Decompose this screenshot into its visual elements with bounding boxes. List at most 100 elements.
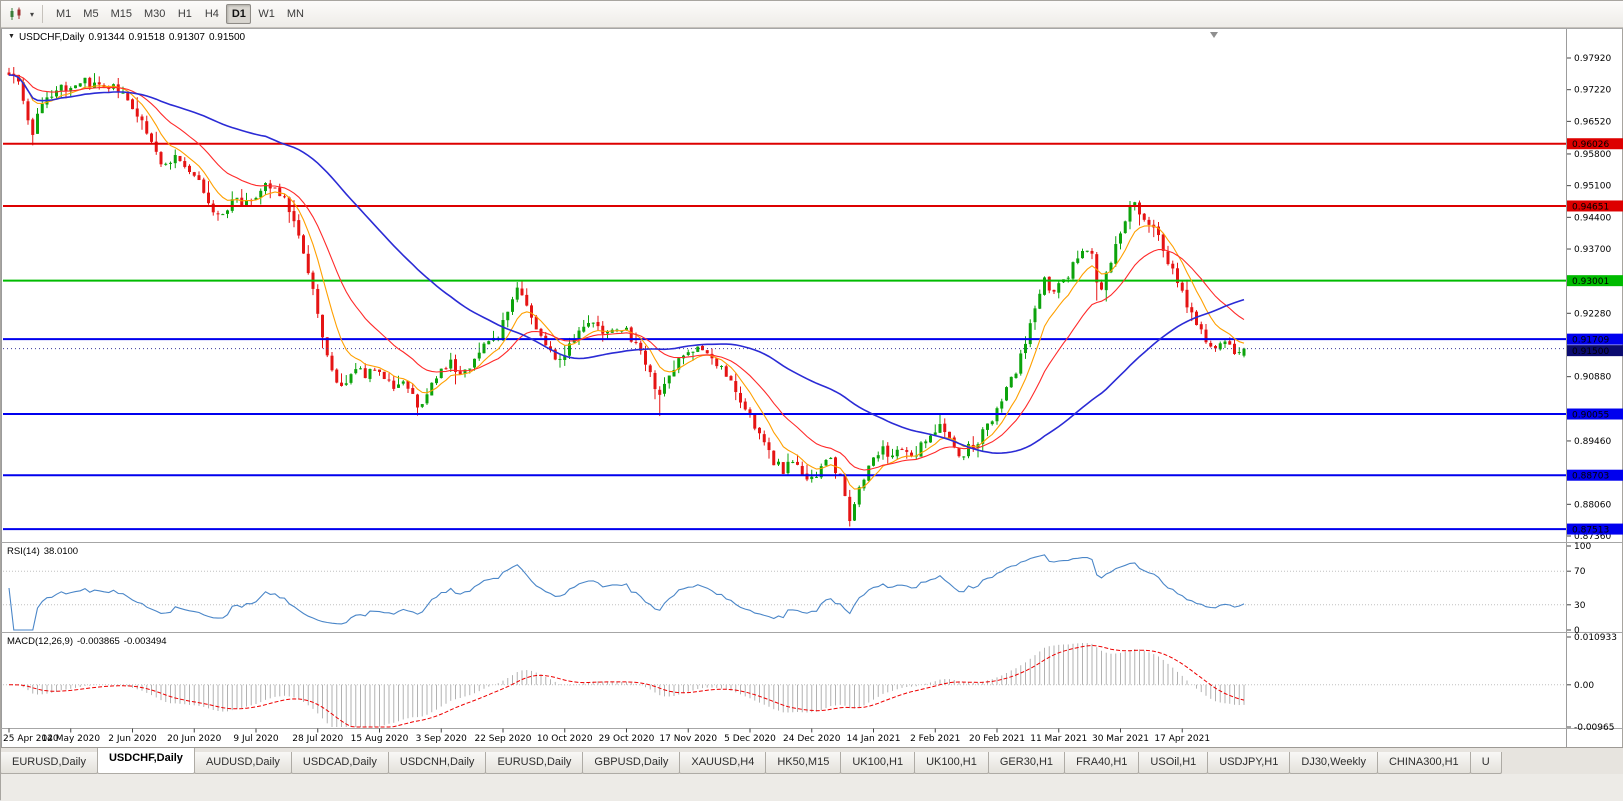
chart-tab-u[interactable]: U xyxy=(1469,752,1502,774)
rsi-line xyxy=(8,554,1245,631)
svg-text:0.96520: 0.96520 xyxy=(1574,117,1611,127)
chart-tab-dj30-weekly[interactable]: DJ30,Weekly xyxy=(1289,752,1378,774)
support-resistance-lines xyxy=(3,142,1566,531)
svg-text:15 Aug 2020: 15 Aug 2020 xyxy=(351,734,409,744)
svg-text:20 Feb 2021: 20 Feb 2021 xyxy=(969,734,1025,744)
chart-tab-hk50-m15[interactable]: HK50,M15 xyxy=(765,752,842,774)
chart-tab-usoil-h1[interactable]: USOil,H1 xyxy=(1138,752,1209,774)
chart-tab-bar: EURUSD,Daily USDCHF,Daily AUDUSD,Daily USDC… xyxy=(1,747,1623,774)
svg-text:2 Jun 2020: 2 Jun 2020 xyxy=(108,734,157,744)
chart-tab-xauusd-h4[interactable]: XAUUSD,H4 xyxy=(679,752,767,774)
svg-text:30: 30 xyxy=(1574,601,1586,611)
svg-text:28 Jul 2020: 28 Jul 2020 xyxy=(292,734,343,744)
svg-text:0.87513: 0.87513 xyxy=(1572,526,1609,536)
svg-text:0.00: 0.00 xyxy=(1574,681,1594,691)
svg-text:70: 70 xyxy=(1574,567,1586,577)
rsi-name: RSI(14) xyxy=(7,546,40,557)
ohlc-low-value: 0.91307 xyxy=(168,32,205,43)
chart-tab-ger30-h1[interactable]: GER30,H1 xyxy=(987,752,1066,774)
ma-slow-line xyxy=(8,74,1245,455)
chart-tab-usdchf-daily[interactable]: USDCHF,Daily xyxy=(96,748,195,774)
price-level-badge xyxy=(1567,469,1623,481)
svg-text:22 Sep 2020: 22 Sep 2020 xyxy=(474,734,531,744)
svg-text:0.94651: 0.94651 xyxy=(1572,202,1609,212)
timeframe-button-w1[interactable]: W1 xyxy=(258,8,275,20)
timeframe-button-m5[interactable]: M5 xyxy=(83,8,99,20)
price-level-badge xyxy=(1567,275,1623,287)
svg-text:-0.00965: -0.00965 xyxy=(1574,723,1614,733)
candlestick-chart-icon[interactable] xyxy=(6,5,26,23)
chart-tab-gbpusd-daily[interactable]: GBPUSD,Daily xyxy=(582,752,681,774)
chart-tab-china300-h1[interactable]: CHINA300,H1 xyxy=(1376,752,1471,774)
toolbar-separator xyxy=(42,5,43,23)
candlesticks-layer xyxy=(7,67,1246,527)
timeframe-button-h4[interactable]: H4 xyxy=(204,8,219,20)
timeframe-button-d1[interactable]: D1 xyxy=(226,4,252,24)
svg-text:0.89460: 0.89460 xyxy=(1574,437,1611,447)
svg-text:30 Mar 2021: 30 Mar 2021 xyxy=(1092,734,1149,744)
ma-mid-line xyxy=(8,74,1245,471)
chart-tab-usdcnh-daily[interactable]: USDCNH,Daily xyxy=(387,752,487,774)
moving-averages-layer xyxy=(8,74,1245,490)
svg-text:0: 0 xyxy=(1574,626,1580,636)
svg-text:11 Mar 2021: 11 Mar 2021 xyxy=(1030,734,1087,744)
macd-main-value: -0.003865 xyxy=(77,636,120,647)
svg-text:17 Nov 2020: 17 Nov 2020 xyxy=(659,734,717,744)
chart-tab-uk100-h1[interactable]: UK100,H1 xyxy=(840,752,916,774)
chart-tab-audusd-daily[interactable]: AUDUSD,Daily xyxy=(193,752,292,774)
svg-text:0.90055: 0.90055 xyxy=(1572,411,1609,421)
svg-text:0.97920: 0.97920 xyxy=(1574,54,1611,64)
ohlc-close-value: 0.91500 xyxy=(208,32,246,43)
macd-indicator-label: MACD(12,26,9) -0.003865 -0.003494 xyxy=(7,636,171,647)
svg-text:0.94400: 0.94400 xyxy=(1574,213,1611,223)
ma-fast-line xyxy=(8,74,1245,490)
chart-tab-uk100-h1[interactable]: UK100,H1 xyxy=(914,752,989,774)
svg-text:9 Jul 2020: 9 Jul 2020 xyxy=(233,734,278,744)
price-level-badge xyxy=(1567,200,1623,212)
timeframe-button-m15[interactable]: M15 xyxy=(110,8,132,20)
svg-text:3 Sep 2020: 3 Sep 2020 xyxy=(416,734,468,744)
chart-tab-eurusd-daily[interactable]: EURUSD,Daily xyxy=(485,752,584,774)
timeframe-button-h1[interactable]: H1 xyxy=(177,8,192,20)
svg-text:0.91709: 0.91709 xyxy=(1572,336,1609,346)
timeframe-button-m30[interactable]: M30 xyxy=(143,8,166,20)
chart-tab-eurusd-daily[interactable]: EURUSD,Daily xyxy=(1,752,98,774)
macd-signal-value: -0.003494 xyxy=(123,636,167,647)
svg-text:17 Apr 2021: 17 Apr 2021 xyxy=(1154,734,1210,744)
svg-text:0.97220: 0.97220 xyxy=(1574,86,1611,96)
chart-tab-fra40-h1[interactable]: FRA40,H1 xyxy=(1064,752,1140,774)
svg-text:0.96026: 0.96026 xyxy=(1572,140,1609,150)
timeframe-button-m1[interactable]: M1 xyxy=(56,8,72,20)
svg-text:100: 100 xyxy=(1574,542,1591,552)
svg-text:2 Feb 2021: 2 Feb 2021 xyxy=(910,734,960,744)
ohlc-high-value: 0.91518 xyxy=(128,32,165,43)
svg-text:5 Dec 2020: 5 Dec 2020 xyxy=(724,734,776,744)
svg-text:0.93700: 0.93700 xyxy=(1574,245,1611,255)
main-toolbar: ▾ M1 M5 M15 M30 H1 H4 D1 W1 MN xyxy=(1,1,1623,28)
price-level-badge xyxy=(1567,408,1623,420)
price-level-badge xyxy=(1567,333,1623,345)
price-level-badge xyxy=(1567,345,1623,357)
ohlc-open-value: 0.91344 xyxy=(88,32,125,43)
svg-text:14 May 2020: 14 May 2020 xyxy=(41,734,100,744)
chart-ohlc-header: ▼ USDCHF,Daily 0.91344 0.91518 0.91307 0.9150… xyxy=(8,32,249,43)
chart-frame xyxy=(1,28,1623,748)
chart-shift xyxy=(1210,32,1218,38)
chart-tab-usdjpy-h1[interactable]: USDJPY,H1 xyxy=(1207,752,1291,774)
svg-text:29 Oct 2020: 29 Oct 2020 xyxy=(599,734,655,744)
symbol-collapse-icon[interactable]: ▼ xyxy=(8,33,15,40)
svg-text:0.87360: 0.87360 xyxy=(1574,532,1611,542)
svg-text:0.88060: 0.88060 xyxy=(1574,500,1611,510)
svg-text:0.90880: 0.90880 xyxy=(1574,373,1611,383)
svg-text:0.010933: 0.010933 xyxy=(1574,633,1617,643)
macd-name: MACD(12,26,9) xyxy=(7,636,73,647)
timeframe-button-mn[interactable]: MN xyxy=(286,8,304,20)
svg-text:0.95800: 0.95800 xyxy=(1574,150,1611,160)
chart-tab-usdcad-daily[interactable]: USDCAD,Daily xyxy=(290,752,389,774)
rsi-indicator-label: RSI(14) 38.0100 xyxy=(7,546,82,557)
chart-type-dropdown-icon[interactable]: ▾ xyxy=(29,9,34,19)
candlestick-glyph xyxy=(10,7,21,20)
